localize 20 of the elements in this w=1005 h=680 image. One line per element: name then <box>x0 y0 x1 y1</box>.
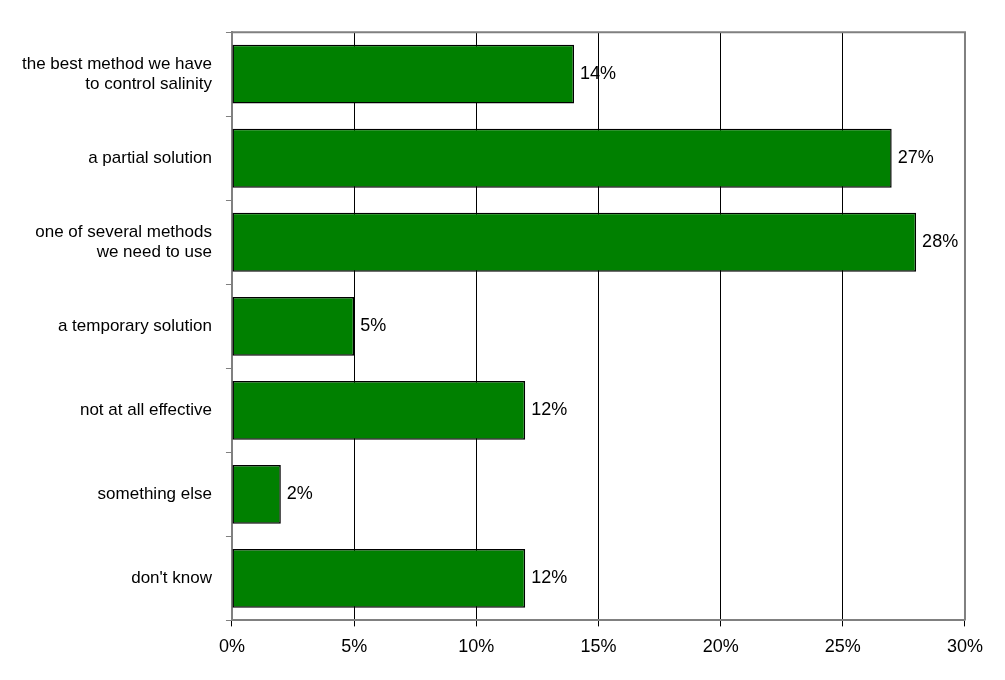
data-label: 28% <box>922 231 959 252</box>
data-label: 12% <box>531 567 568 588</box>
y-tick-label: something else <box>97 484 212 504</box>
y-tick-label: one of several methods we need to use <box>35 221 212 262</box>
x-tick-label: 5% <box>341 636 368 657</box>
x-tick-label: 10% <box>458 636 495 657</box>
y-tick-label: not at all effective <box>79 400 212 420</box>
x-tick-label: 30% <box>946 636 983 657</box>
data-label: 2% <box>286 483 313 504</box>
data-label: 27% <box>897 147 934 168</box>
x-tick-label: 25% <box>824 636 861 657</box>
x-tick-label: 20% <box>702 636 739 657</box>
data-label: 12% <box>531 399 568 420</box>
y-tick-label: a partial solution <box>88 147 212 167</box>
x-tick-label: 15% <box>580 636 617 657</box>
y-tick-label: a temporary solution <box>57 315 212 335</box>
x-tick-label: 0% <box>218 636 245 657</box>
y-tick-label: the best method we have to control salinity <box>21 53 213 94</box>
data-label: 5% <box>360 315 387 336</box>
y-tick-label: don't know <box>131 568 213 588</box>
